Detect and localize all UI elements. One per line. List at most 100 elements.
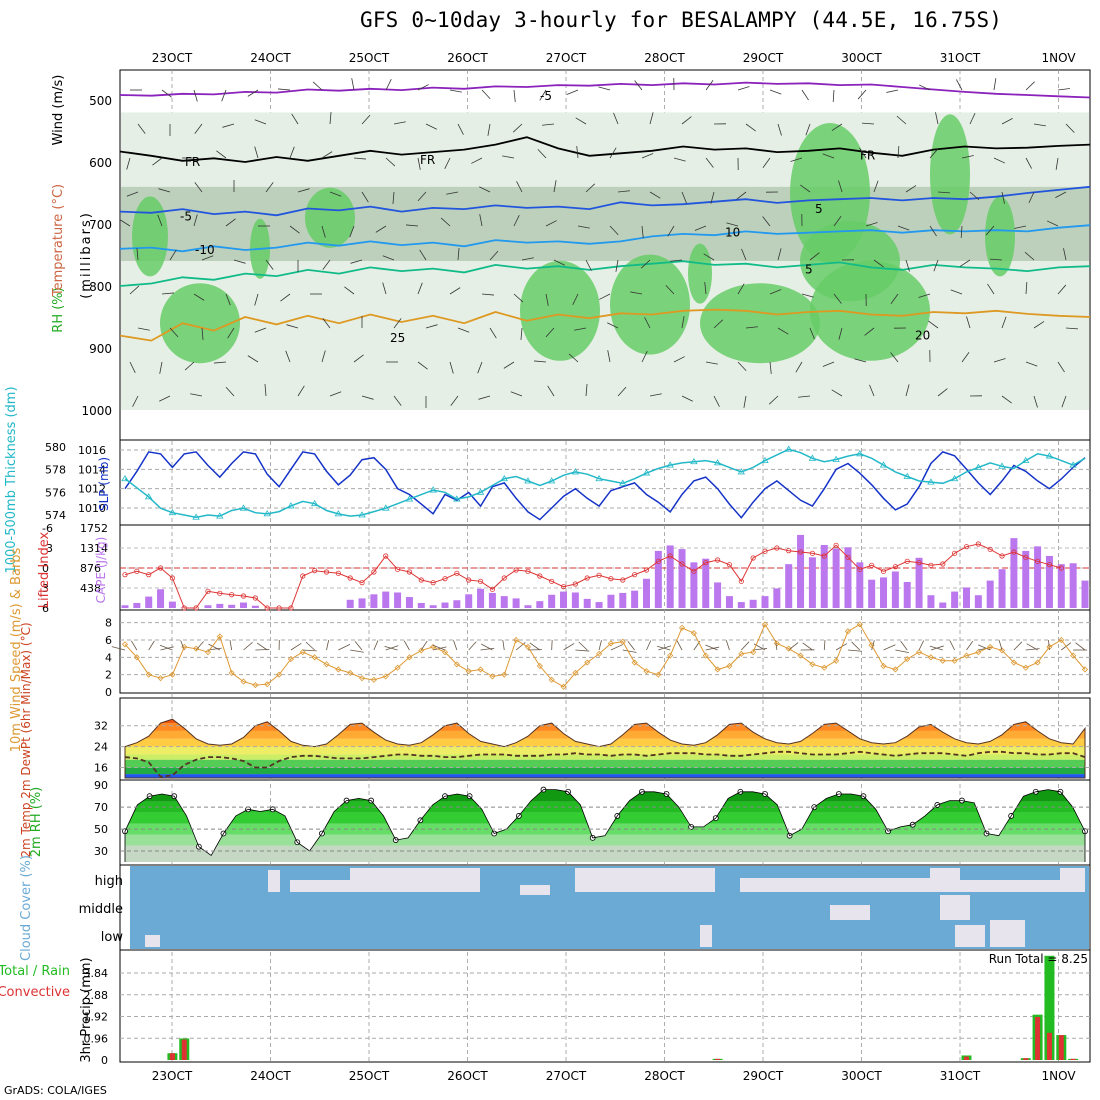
wind-barb [929,645,943,651]
cape-bar [631,590,639,608]
wind-barb [353,157,366,160]
wind-barb [713,319,724,329]
wind-barb [322,318,331,329]
wind-barb [838,180,843,193]
wind-barb [453,640,458,651]
thickness-tick-label: 580 [45,441,66,454]
cape-bar [477,588,485,608]
wind-barb [129,361,136,373]
wind-barb [578,641,588,651]
wind-barb [681,191,687,204]
wind-barb [833,216,842,227]
wind-barb [987,283,995,295]
wind-barb [349,225,355,238]
footer-credit: GrADS: COLA/IGES [4,1084,107,1097]
wind-barb [649,112,654,125]
wind-barb [741,248,747,261]
wind-barb [280,293,291,302]
li-point [1023,554,1029,560]
li-tick-label: -3 [42,542,53,555]
wind-barb [823,639,826,651]
wind-barb [670,259,683,262]
wind-barb [622,649,637,653]
wind-barb [322,259,331,270]
wind-barb [960,225,963,238]
li-point [750,555,756,561]
cape-bar [121,605,129,608]
wind-barb [132,395,139,407]
rh-humid-area [985,196,1015,277]
cape-bar [583,598,591,608]
wind-barb [736,191,747,200]
wind-barb [725,640,730,651]
li-point [501,575,507,581]
cape-bar [512,598,520,608]
wind-barb [256,642,268,651]
wind-barb [221,89,227,102]
li-point [987,546,993,552]
chart-title: GFS 0~10day 3-hourly for BESALAMPY (44.5… [360,8,1003,32]
date-label-bottom: 24OCT [250,1069,291,1083]
wind-point [726,662,733,670]
wind-barb [148,640,155,651]
cape-axis-label: CAPE (J/kg) [94,537,108,604]
wind-barb [254,327,267,333]
precip-conv-bar [1035,1016,1041,1060]
wind-barb [897,146,900,159]
precip-conv-bar [169,1053,175,1060]
wind-barb [264,384,267,397]
rh-band [121,112,1089,187]
cape-bar [749,599,757,608]
precip-tick-label: 3.84 [84,967,109,980]
wind-barb [468,641,477,651]
wind-barb [350,259,363,264]
li-point [632,572,638,578]
precip-tick-label: 2.88 [84,989,109,1002]
precip-conv-bar [181,1039,187,1060]
wind-barb [710,191,715,204]
rh-humid-area [930,114,970,235]
wind-barb [1075,642,1086,651]
wind-point [1022,664,1029,671]
li-point [169,575,176,581]
wind-barb [152,157,163,166]
wind-barb [673,356,685,363]
wind-barb [297,188,310,193]
date-label-bottom: 1NOV [1041,1069,1076,1083]
wind-barb [831,389,843,397]
li-point [442,576,448,582]
rh-humid-area [160,283,240,364]
pressure-tick-label: 500 [89,94,112,108]
wind-barb [745,326,758,329]
wind-barb [477,361,483,374]
isotherm-label: 5 [805,263,813,277]
cape-bar [868,579,876,608]
wind-barb [449,287,461,295]
cape-tick-label: 876 [80,562,101,575]
rh-tick-label: 90 [94,779,108,792]
li-point [857,566,863,572]
wind-barb [392,191,395,204]
wind-barb [900,640,908,651]
upper-air-panel: -5 FR FR FR -5 5 -10 10 5 25 20 500 600 700 800 900 1000… [51,75,1091,439]
wind-barb [385,645,399,651]
wind-barb [285,350,291,363]
wind-barb [577,225,590,229]
wind-point [430,643,437,650]
isotherm-line [119,260,1091,287]
cloud-gap [960,880,1080,892]
cape-bar [370,594,378,608]
cape-bar [998,569,1006,608]
wind-barb [990,258,1003,261]
wind-barb [673,157,686,162]
wind-barb [184,361,195,371]
wind-barb [646,640,652,651]
wind-barb [247,355,259,363]
wind-barb [832,89,835,102]
wind-point [276,671,283,678]
wind-barb [247,89,259,97]
wind-barb [201,255,214,261]
wind-tick-label: 2 [105,669,112,682]
wind-barb [743,395,747,408]
wind-point [963,652,970,659]
